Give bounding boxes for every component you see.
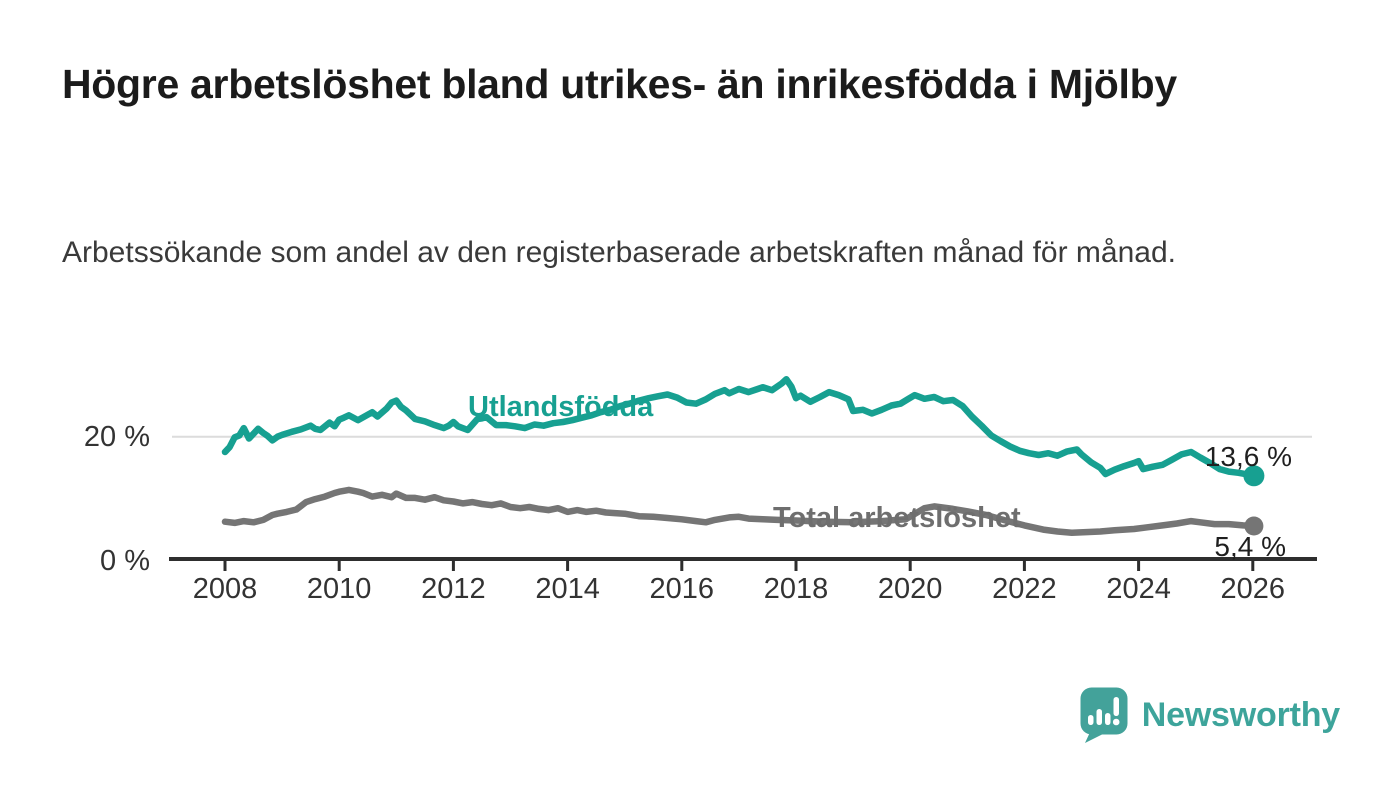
chart-subtitle: Arbetssökande som andel av den registerb… (62, 236, 1176, 269)
x-tick-label-2012: 2012 (421, 573, 486, 605)
newsworthy-logo-icon (1080, 687, 1128, 743)
end-value-label-total-arbetsloshet: 5,4 % (1214, 531, 1286, 562)
x-tick-label-2008: 2008 (192, 573, 258, 605)
x-tick-label-2026: 2026 (1220, 573, 1286, 605)
x-tick-label-2010: 2010 (306, 573, 372, 605)
newsworthy-logo-text: Newsworthy (1141, 695, 1340, 734)
end-value-label-utlandsfodda: 13,6 % (1204, 441, 1292, 472)
x-tick-label-2018: 2018 (763, 573, 829, 605)
x-tick-label-2024: 2024 (1106, 573, 1171, 605)
series-label-total-arbetsloshet: Total arbetslöshet (773, 502, 1021, 534)
chart-title: Högre arbetslöshet bland utrikes- än inr… (62, 61, 1177, 107)
y-axis-label-0: 0 % (100, 545, 150, 577)
series-end-dot-0 (1243, 465, 1265, 487)
x-tick-label-2022: 2022 (992, 573, 1057, 605)
series-label-utlandsfodda: Utlandsfödda (468, 391, 654, 423)
series-end-dot-1 (1244, 516, 1264, 536)
x-tick-label-2014: 2014 (535, 573, 600, 605)
x-tick-label-2020: 2020 (877, 573, 943, 605)
series-line-0 (221, 375, 1258, 480)
newsworthy-logo: Newsworthy (1079, 686, 1340, 744)
series-line-1 (221, 486, 1258, 536)
x-tick-label-2016: 2016 (649, 573, 715, 605)
y-axis-label-20: 20 % (83, 421, 150, 453)
